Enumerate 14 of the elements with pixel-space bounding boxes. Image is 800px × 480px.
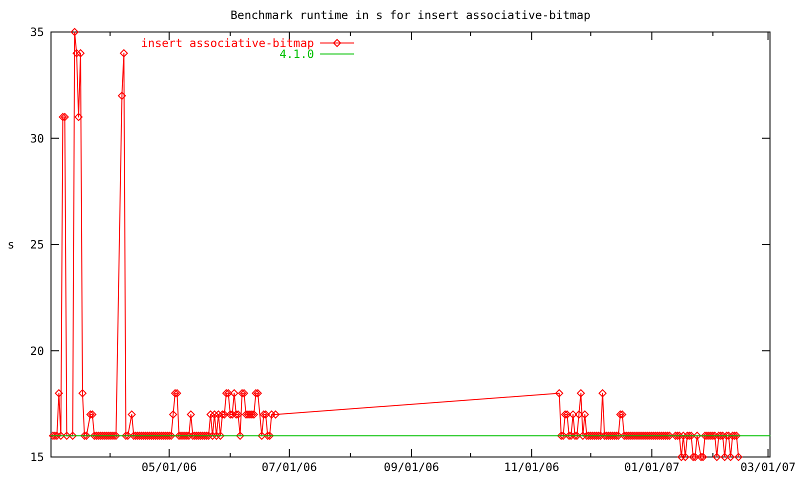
x-tick-label: 07/01/06 [262, 460, 318, 474]
y-tick-label: 25 [30, 238, 44, 252]
x-tick-label: 05/01/06 [141, 460, 197, 474]
x-tick-label: 11/01/06 [504, 460, 560, 474]
x-tick-label: 09/01/06 [384, 460, 440, 474]
y-tick-label: 20 [30, 344, 44, 358]
y-tick-label: 30 [30, 131, 44, 146]
y-axis-title: s [8, 238, 14, 252]
legend-label: insert associative-bitmap [140, 36, 314, 50]
x-tick-label: 01/01/07 [624, 460, 680, 474]
chart-title: Benchmark runtime in s for insert associative-bitmap [230, 8, 591, 22]
x-tick-label: 03/01/07 [740, 460, 796, 474]
y-tick-label: 35 [30, 25, 44, 40]
y-tick-label: 15 [30, 450, 44, 464]
